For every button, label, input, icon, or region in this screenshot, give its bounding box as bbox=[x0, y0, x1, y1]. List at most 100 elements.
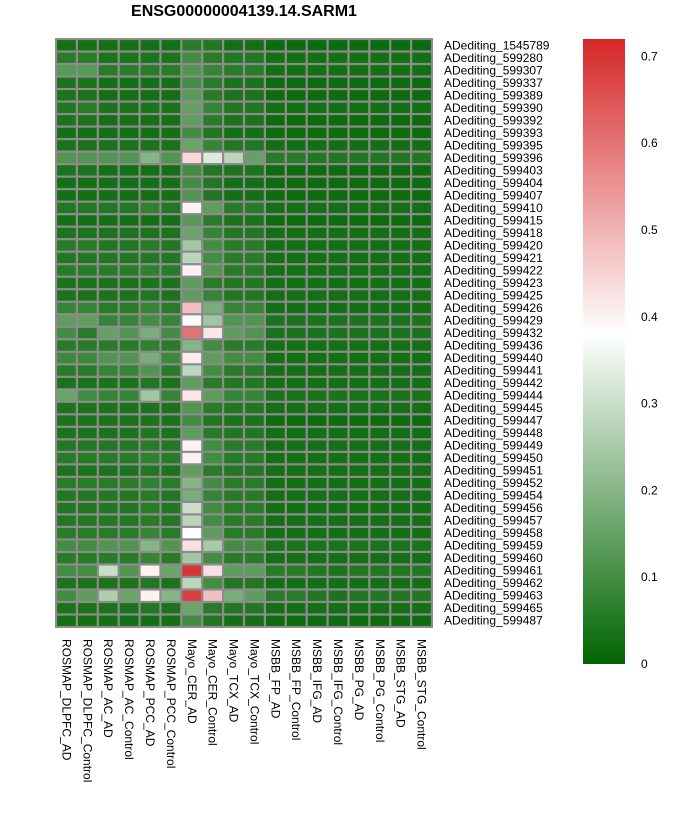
heatmap-cell bbox=[182, 452, 202, 464]
heatmap-cell bbox=[286, 102, 306, 113]
heatmap-cell bbox=[370, 515, 390, 526]
heatmap-cell bbox=[307, 615, 327, 626]
heatmap-cell bbox=[119, 90, 139, 101]
heatmap-cell bbox=[349, 427, 369, 439]
heatmap-cell bbox=[119, 190, 139, 201]
heatmap-cell bbox=[307, 190, 327, 201]
heatmap-cell bbox=[370, 540, 390, 551]
heatmap-cell bbox=[349, 590, 369, 601]
heatmap-cell bbox=[98, 603, 118, 614]
row-label: ADediting_599407 bbox=[444, 188, 543, 202]
heatmap-cell bbox=[119, 102, 139, 113]
heatmap-cell bbox=[349, 502, 369, 514]
heatmap-cell bbox=[182, 52, 202, 63]
heatmap-cell bbox=[349, 452, 369, 464]
heatmap-cell bbox=[265, 302, 285, 314]
heatmap-cell bbox=[224, 102, 243, 113]
heatmap-cell bbox=[98, 177, 118, 189]
heatmap-cell bbox=[391, 352, 411, 364]
heatmap-cell bbox=[224, 502, 243, 514]
heatmap-cell bbox=[57, 127, 76, 138]
row-label: ADediting_599447 bbox=[444, 414, 543, 428]
heatmap-cell bbox=[182, 390, 202, 401]
heatmap-cell bbox=[119, 390, 139, 401]
heatmap-cell bbox=[370, 127, 390, 138]
heatmap-cell bbox=[57, 177, 76, 189]
heatmap-cell bbox=[224, 40, 243, 51]
heatmap-cell bbox=[182, 415, 202, 426]
heatmap-cell bbox=[119, 615, 139, 626]
column-label: ROSMAP_PCC_AD bbox=[143, 639, 157, 747]
heatmap-cell bbox=[182, 277, 202, 289]
heatmap-cell bbox=[370, 578, 390, 589]
heatmap-cell bbox=[412, 477, 431, 489]
heatmap-cell bbox=[245, 415, 264, 426]
heatmap-cell bbox=[182, 140, 202, 151]
heatmap-cell bbox=[391, 215, 411, 226]
heatmap-cell bbox=[224, 65, 243, 76]
row-label: ADediting_599403 bbox=[444, 163, 543, 177]
heatmap-cell bbox=[140, 402, 160, 414]
heatmap-cell bbox=[370, 327, 390, 339]
heatmap-cell bbox=[307, 52, 327, 63]
row-label: ADediting_599449 bbox=[444, 439, 543, 453]
heatmap-cell bbox=[370, 177, 390, 189]
heatmap-cell bbox=[245, 252, 264, 264]
heatmap-cell bbox=[98, 52, 118, 63]
heatmap-cell bbox=[161, 603, 181, 614]
heatmap-cell bbox=[98, 152, 118, 164]
row-label: ADediting_599461 bbox=[444, 564, 543, 578]
heatmap-cell bbox=[140, 165, 160, 176]
heatmap-cell bbox=[182, 152, 202, 164]
heatmap-cell bbox=[349, 127, 369, 138]
heatmap-cell bbox=[161, 277, 181, 289]
heatmap-cell bbox=[98, 115, 118, 126]
row-labels: ADediting_1545789ADediting_599280ADediti… bbox=[444, 38, 550, 627]
heatmap-cell bbox=[307, 402, 327, 414]
heatmap-cell bbox=[77, 490, 97, 501]
heatmap-cell bbox=[370, 52, 390, 63]
heatmap-cell bbox=[245, 290, 264, 301]
heatmap-cell bbox=[328, 452, 348, 464]
heatmap-cell bbox=[307, 540, 327, 551]
heatmap-cell bbox=[77, 265, 97, 276]
heatmap-cell bbox=[161, 402, 181, 414]
heatmap-cell bbox=[370, 490, 390, 501]
heatmap-cell bbox=[307, 277, 327, 289]
heatmap-cell bbox=[203, 402, 223, 414]
heatmap-cell bbox=[203, 452, 223, 464]
heatmap-cell bbox=[265, 415, 285, 426]
row-label: ADediting_599418 bbox=[444, 226, 543, 240]
heatmap-cell bbox=[412, 553, 431, 564]
heatmap-grid-background bbox=[55, 38, 433, 628]
heatmap-cell bbox=[77, 415, 97, 426]
heatmap-cell bbox=[412, 77, 431, 88]
heatmap-cell bbox=[203, 315, 223, 326]
heatmap-cell bbox=[161, 578, 181, 589]
heatmap-cell bbox=[203, 290, 223, 301]
heatmap-cell bbox=[182, 578, 202, 589]
heatmap-cell bbox=[391, 140, 411, 151]
heatmap-cell bbox=[161, 452, 181, 464]
column-label: MSBB_IFG_Control bbox=[331, 639, 345, 745]
heatmap-cell bbox=[224, 302, 243, 314]
heatmap-cell bbox=[370, 477, 390, 489]
heatmap-cell bbox=[349, 327, 369, 339]
heatmap-cell bbox=[286, 615, 306, 626]
heatmap-cell bbox=[57, 540, 76, 551]
heatmap-cell bbox=[370, 440, 390, 451]
heatmap-cell bbox=[161, 227, 181, 239]
heatmap-cell bbox=[140, 377, 160, 389]
heatmap-cell bbox=[119, 177, 139, 189]
heatmap-cell bbox=[265, 490, 285, 501]
heatmap-cell bbox=[224, 265, 243, 276]
heatmap-cell bbox=[161, 590, 181, 601]
heatmap-cell bbox=[349, 402, 369, 414]
heatmap-cell bbox=[57, 102, 76, 113]
heatmap-cell bbox=[245, 102, 264, 113]
heatmap-cell bbox=[412, 265, 431, 276]
heatmap-cell bbox=[286, 277, 306, 289]
heatmap-cell bbox=[224, 452, 243, 464]
heatmap-cell bbox=[182, 240, 202, 251]
row-label: ADediting_599460 bbox=[444, 551, 543, 565]
